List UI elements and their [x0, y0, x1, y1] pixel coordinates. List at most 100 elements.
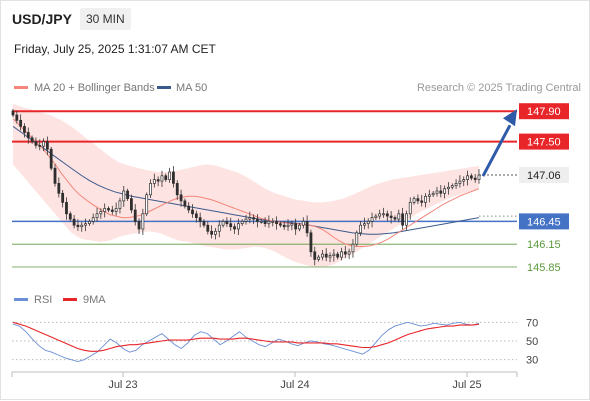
candle	[401, 207, 405, 230]
candle-body	[389, 215, 393, 218]
candle	[172, 166, 175, 188]
candle-body	[214, 230, 217, 235]
candle	[443, 185, 447, 199]
candle	[267, 215, 271, 228]
candle	[416, 194, 420, 205]
candle-body	[439, 190, 443, 194]
candle-body	[435, 190, 439, 194]
candle	[187, 202, 191, 214]
candle	[206, 221, 210, 235]
candle	[347, 248, 351, 260]
candle-body	[397, 213, 401, 220]
candle	[84, 218, 87, 232]
candle	[389, 211, 393, 224]
candle	[194, 210, 198, 223]
candle-body	[103, 208, 107, 212]
candle	[397, 209, 401, 223]
candle-body	[301, 221, 305, 226]
candle-body	[23, 126, 26, 133]
candle	[34, 137, 38, 149]
candle	[382, 207, 385, 218]
candle	[393, 215, 397, 222]
candle	[99, 208, 103, 219]
candle-body	[351, 243, 355, 253]
candle-body	[340, 251, 343, 258]
candle	[248, 211, 252, 224]
rsi-legend-label: RSI	[34, 294, 52, 306]
candle	[378, 209, 382, 220]
candle-body	[19, 119, 23, 127]
candle-body	[152, 179, 156, 184]
support-tag-label: 145.85	[527, 262, 561, 274]
candle	[298, 222, 301, 232]
candle-body	[328, 255, 332, 258]
candle	[355, 230, 359, 247]
candle-body	[313, 251, 317, 260]
candle-body	[385, 213, 389, 217]
bollinger-band	[13, 103, 479, 267]
candle-body	[179, 194, 183, 202]
candle-body	[305, 221, 309, 234]
candle-body	[80, 224, 84, 228]
candle	[259, 219, 263, 224]
candle-body	[271, 221, 275, 223]
rsi-ma9-line	[12, 321, 480, 352]
candle	[164, 173, 168, 182]
candle-body	[221, 221, 225, 226]
candle	[275, 216, 278, 230]
candle	[68, 211, 72, 222]
candle	[412, 196, 416, 205]
candle-body	[317, 256, 320, 260]
candle	[351, 239, 355, 258]
candle-body	[401, 213, 405, 226]
ma20-legend-label: MA 20 + Bollinger Bands	[34, 82, 155, 94]
candle	[233, 223, 236, 235]
candle-body	[168, 171, 172, 180]
candle	[466, 170, 469, 186]
candle	[370, 212, 374, 228]
candle-body	[286, 224, 290, 228]
candle	[126, 188, 129, 201]
candle	[19, 114, 23, 131]
candle-body	[420, 200, 424, 203]
candle	[145, 192, 149, 217]
candle-body	[34, 141, 38, 146]
resistance-tag	[519, 103, 569, 120]
candle	[435, 186, 439, 197]
candle-body	[374, 215, 378, 218]
candle-body	[99, 211, 103, 215]
candle	[202, 219, 206, 228]
candle	[278, 221, 282, 228]
candle-body	[244, 218, 248, 222]
candle-body	[95, 213, 99, 218]
projection-arrow-head	[503, 109, 517, 127]
candle-body	[263, 221, 267, 225]
candle-body	[130, 198, 133, 211]
candle	[301, 217, 305, 229]
candle	[336, 251, 340, 260]
candle	[225, 217, 229, 227]
candle-body	[30, 137, 34, 142]
candle	[374, 213, 378, 220]
candle-body	[194, 213, 198, 218]
candle	[244, 215, 248, 225]
candle-body	[164, 175, 168, 180]
candle-body	[229, 223, 233, 228]
ma9-legend-label: 9MA	[83, 294, 106, 306]
candle-body	[469, 175, 473, 179]
timeframe-badge[interactable]: 30 MIN	[80, 8, 131, 30]
candle-body	[447, 186, 450, 190]
ma20-line	[12, 118, 480, 247]
resistance-tag-label: 147.50	[527, 137, 561, 149]
rsi-tick-label: 50	[526, 336, 538, 348]
candle-body	[198, 217, 202, 222]
candle-body	[431, 192, 435, 196]
candle	[42, 138, 45, 152]
candle	[168, 167, 172, 183]
candle	[328, 252, 332, 263]
candle-body	[332, 253, 336, 256]
candle-body	[278, 223, 282, 226]
candle	[103, 203, 107, 218]
candle	[49, 146, 53, 171]
last-price-tag-label: 147.06	[527, 170, 561, 182]
